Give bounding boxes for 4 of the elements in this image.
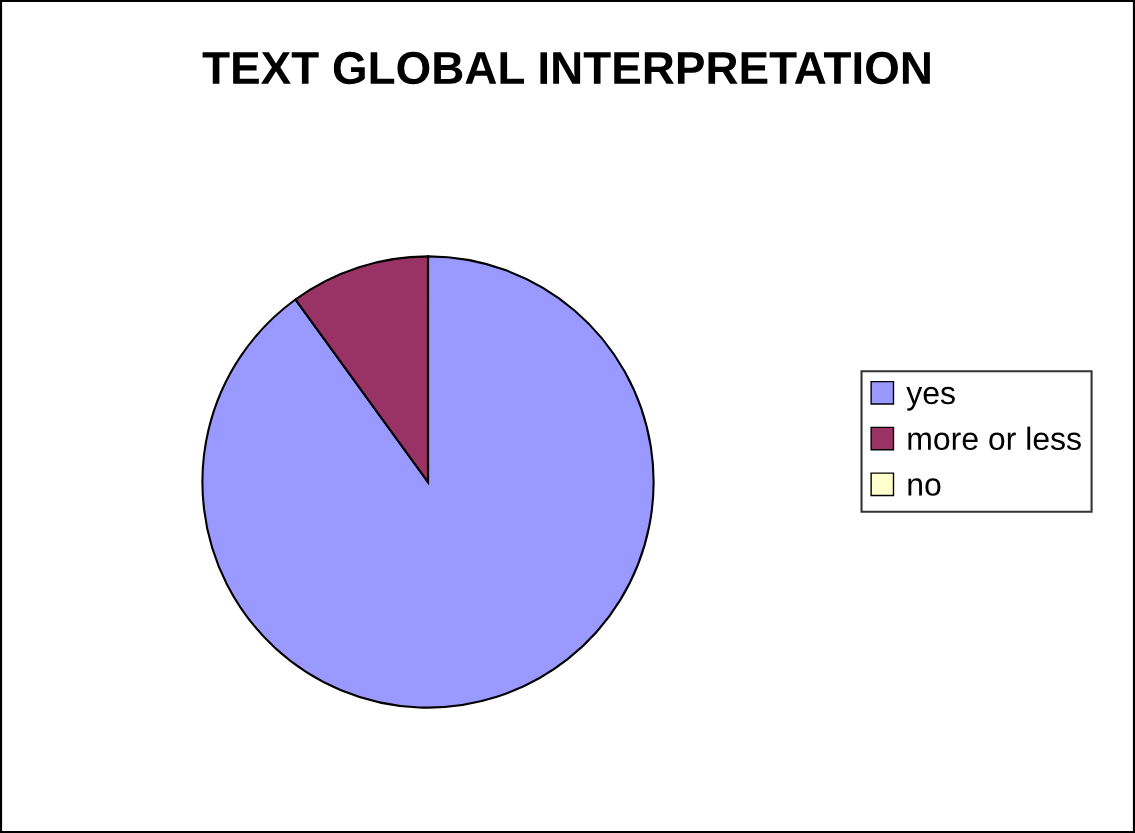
legend-label: no — [908, 478, 941, 496]
legend-label: yes — [906, 386, 955, 411]
chart-title: TEXT GLOBAL INTERPRETATION — [202, 51, 930, 85]
legend-label: more or less — [908, 426, 1081, 451]
